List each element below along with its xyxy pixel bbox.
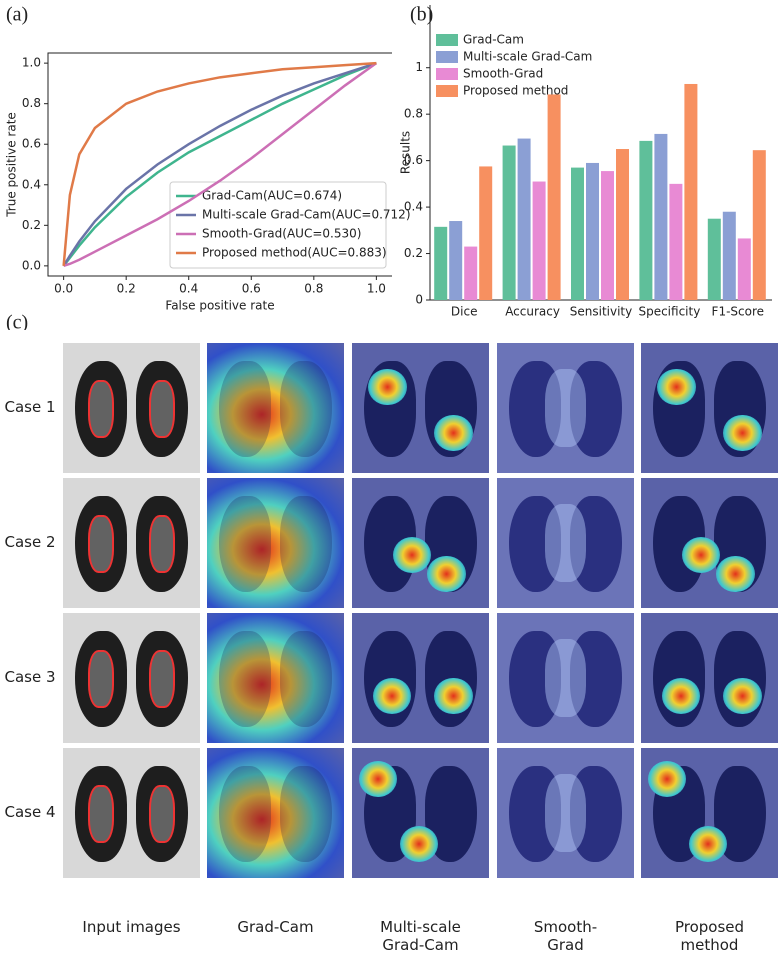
bar	[532, 181, 546, 300]
y-tick-label: 0.8	[22, 96, 41, 110]
panel-label: (c)	[6, 312, 28, 330]
legend-label: Smooth-Grad(AUC=0.530)	[202, 227, 361, 241]
legend-label: Multi-scale Grad-Cam(AUC=0.712)	[202, 208, 411, 222]
ct-image	[207, 343, 344, 473]
y-tick-label: 1	[415, 60, 423, 74]
legend-label: Smooth-Grad	[463, 67, 543, 81]
bar	[752, 150, 766, 300]
ct-image	[352, 478, 489, 608]
bar	[502, 145, 516, 300]
roc-curve	[62, 61, 377, 267]
legend-swatch	[436, 34, 458, 46]
roc-curve	[62, 61, 377, 266]
bar	[669, 183, 683, 300]
panel-label: (a)	[6, 4, 28, 26]
bar	[479, 166, 493, 300]
panel-label: (b)	[410, 4, 433, 26]
ct-image	[207, 748, 344, 878]
ct-image	[63, 748, 200, 878]
legend-swatch	[436, 51, 458, 63]
ct-image	[63, 343, 200, 473]
ct-image	[497, 613, 634, 743]
y-tick-label: 0.4	[22, 177, 41, 191]
ct-image	[641, 748, 778, 878]
legend-label: Grad-Cam(AUC=0.674)	[202, 189, 342, 203]
y-tick-label: 0.2	[404, 246, 423, 260]
x-tick-label: Specificity	[638, 305, 700, 319]
x-tick-label: 0.6	[242, 282, 261, 296]
ct-image	[207, 613, 344, 743]
y-axis-label: Results	[399, 131, 413, 174]
bar	[684, 83, 698, 300]
x-axis-label: False positive rate	[165, 299, 274, 313]
y-tick-label: 0.2	[22, 218, 41, 232]
row-label: Case 1	[4, 398, 56, 416]
bar	[654, 133, 668, 300]
x-tick-label: Sensitivity	[570, 305, 632, 319]
ct-image	[352, 748, 489, 878]
bar	[464, 246, 478, 300]
bar	[547, 94, 561, 300]
y-tick-label: 0.4	[404, 200, 423, 214]
bar	[601, 171, 614, 300]
legend-swatch	[436, 68, 458, 80]
x-tick-label: 1.0	[367, 282, 386, 296]
ct-image	[497, 478, 634, 608]
column-label: Multi-scale Grad-Cam	[380, 918, 461, 954]
bar	[737, 238, 751, 300]
ct-image	[207, 478, 344, 608]
column-label: Grad-Cam	[237, 918, 314, 936]
row-label: Case 3	[4, 668, 56, 686]
axis-frame	[47, 52, 392, 277]
y-tick-label: 0	[415, 293, 423, 307]
y-tick-label: 1.0	[22, 56, 41, 70]
ct-image	[497, 343, 634, 473]
roc-curve	[63, 62, 378, 268]
column-label: Smooth-Grad	[533, 918, 598, 954]
ct-image	[641, 343, 778, 473]
bar	[434, 226, 448, 300]
bar	[586, 162, 599, 300]
bar	[517, 138, 531, 300]
bar	[571, 167, 584, 300]
x-tick-label: Dice	[451, 305, 478, 319]
bar	[707, 218, 721, 300]
ct-image	[641, 613, 778, 743]
y-tick-label: 0.8	[404, 107, 423, 121]
x-tick-label: F1-Score	[712, 305, 764, 319]
y-axis-label: True positive rate	[5, 112, 19, 218]
legend-label: Proposed method	[463, 84, 568, 98]
bar	[616, 149, 629, 300]
row-label: Case 4	[4, 803, 56, 821]
ct-image	[63, 613, 200, 743]
ct-image	[63, 478, 200, 608]
x-tick-label: 0.0	[54, 282, 73, 296]
bar	[722, 211, 736, 300]
y-tick-label: 0.0	[22, 258, 41, 272]
legend-label: Grad-Cam	[463, 33, 524, 47]
bar	[449, 221, 463, 300]
bar	[639, 140, 653, 300]
legend-label: Multi-scale Grad-Cam	[463, 50, 592, 64]
row-label: Case 2	[4, 533, 56, 551]
legend-box	[169, 181, 387, 269]
x-tick-label: Accuracy	[505, 305, 560, 319]
ct-image	[497, 748, 634, 878]
ct-image	[641, 478, 778, 608]
x-tick-label: 0.2	[117, 282, 136, 296]
y-tick-label: 0.6	[404, 153, 423, 167]
ct-image	[352, 613, 489, 743]
x-tick-label: 0.4	[179, 282, 198, 296]
column-label: Input images	[82, 918, 181, 936]
charts: (a) (b) (c) 0.0 0.2 0.4 0.6 0.8 1.0 0.0 0.2 0.4 0…	[5, 4, 772, 330]
y-tick-label: 0.6	[22, 137, 41, 151]
roc-curve	[62, 61, 377, 267]
ct-image	[352, 343, 489, 473]
column-label: Proposed method	[674, 918, 745, 954]
x-tick-label: 0.8	[304, 282, 323, 296]
legend-label: Proposed method(AUC=0.883)	[202, 246, 387, 260]
legend-swatch	[436, 85, 458, 97]
